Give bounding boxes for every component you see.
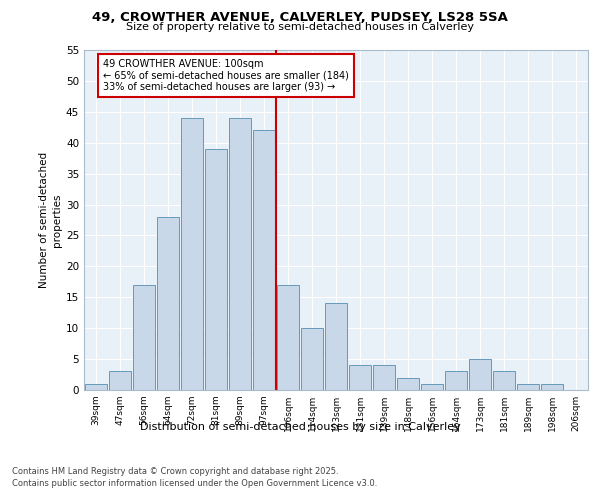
Bar xyxy=(445,372,467,390)
Bar xyxy=(493,372,515,390)
Bar xyxy=(181,118,203,390)
Bar xyxy=(277,285,299,390)
Bar xyxy=(301,328,323,390)
Bar xyxy=(349,366,371,390)
Bar xyxy=(541,384,563,390)
Bar xyxy=(397,378,419,390)
Text: 49 CROWTHER AVENUE: 100sqm
← 65% of semi-detached houses are smaller (184)
33% o: 49 CROWTHER AVENUE: 100sqm ← 65% of semi… xyxy=(103,60,349,92)
Bar xyxy=(109,372,131,390)
Bar xyxy=(133,285,155,390)
Text: Size of property relative to semi-detached houses in Calverley: Size of property relative to semi-detach… xyxy=(126,22,474,32)
Bar xyxy=(253,130,275,390)
Bar xyxy=(421,384,443,390)
Bar xyxy=(229,118,251,390)
Bar xyxy=(157,217,179,390)
Y-axis label: Number of semi-detached
properties: Number of semi-detached properties xyxy=(38,152,62,288)
Bar xyxy=(325,304,347,390)
Text: 49, CROWTHER AVENUE, CALVERLEY, PUDSEY, LS28 5SA: 49, CROWTHER AVENUE, CALVERLEY, PUDSEY, … xyxy=(92,11,508,24)
Bar xyxy=(373,366,395,390)
Bar xyxy=(205,149,227,390)
Bar xyxy=(469,359,491,390)
Text: Contains HM Land Registry data © Crown copyright and database right 2025.: Contains HM Land Registry data © Crown c… xyxy=(12,468,338,476)
Text: Contains public sector information licensed under the Open Government Licence v3: Contains public sector information licen… xyxy=(12,479,377,488)
Bar xyxy=(517,384,539,390)
Bar xyxy=(85,384,107,390)
Text: Distribution of semi-detached houses by size in Calverley: Distribution of semi-detached houses by … xyxy=(140,422,460,432)
